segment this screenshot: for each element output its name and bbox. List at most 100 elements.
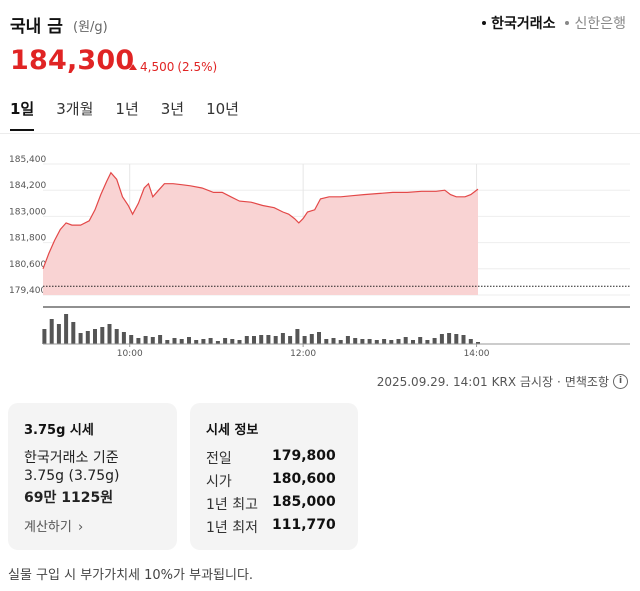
disclaimer-link[interactable]: 면책조항 bbox=[564, 375, 609, 389]
volume-bar bbox=[447, 333, 452, 344]
card-price-info: 시세 정보 전일 179,800 시가 180,600 1년 최고 185,00… bbox=[190, 403, 358, 550]
volume-bar bbox=[389, 340, 394, 344]
volume-bar bbox=[367, 339, 372, 344]
x-tick-label: 14:00 bbox=[464, 349, 490, 359]
source-tab-shinhan[interactable]: 신한은행 bbox=[565, 13, 626, 33]
volume-bar bbox=[345, 336, 350, 344]
info-value-52w-high: 185,000 bbox=[272, 494, 336, 510]
tab-10y[interactable]: 10년 bbox=[206, 100, 239, 118]
info-label-prev-close: 전일 bbox=[206, 451, 232, 467]
volume-bar bbox=[56, 324, 61, 344]
dot-icon bbox=[565, 21, 570, 25]
volume-bar bbox=[280, 333, 285, 344]
y-tick-label: 184,200 bbox=[9, 181, 46, 191]
volume-bar bbox=[136, 338, 141, 344]
period-tabs: 1일 3개월 1년 3년 10년 bbox=[10, 98, 239, 131]
volume-bar bbox=[288, 336, 293, 344]
price-unit: (원/g) bbox=[73, 20, 108, 35]
current-price: 184,300 bbox=[10, 45, 135, 76]
source-tabs: 한국거래소 신한은행 bbox=[482, 13, 626, 33]
volume-bar bbox=[309, 334, 314, 344]
volume-bar bbox=[266, 335, 271, 344]
separator-dot: · bbox=[557, 374, 561, 389]
page-title: 국내 금 bbox=[10, 17, 63, 37]
volume-bar bbox=[338, 340, 343, 344]
volume-bar bbox=[143, 336, 148, 344]
volume-bar bbox=[302, 336, 307, 344]
info-value-open: 180,600 bbox=[272, 471, 336, 487]
volume-bar bbox=[331, 338, 336, 344]
volume-bar bbox=[194, 340, 199, 344]
volume-bar bbox=[49, 319, 54, 344]
volume-bar bbox=[374, 340, 379, 344]
volume-bar bbox=[150, 337, 155, 344]
card-heading: 시세 정보 bbox=[206, 423, 259, 438]
volume-bar bbox=[425, 340, 430, 344]
tab-1y[interactable]: 1년 bbox=[115, 100, 139, 118]
volume-bar bbox=[93, 329, 97, 344]
price-line bbox=[42, 171, 479, 270]
card-amount: 69만 1125원 bbox=[24, 490, 114, 506]
volume-bar bbox=[42, 329, 47, 344]
source-tab-krx[interactable]: 한국거래소 bbox=[482, 13, 555, 33]
source-tab-label: 신한은행 bbox=[574, 16, 626, 32]
y-tick-label: 185,400 bbox=[9, 155, 46, 165]
card-heading: 3.75g 시세 bbox=[24, 423, 94, 438]
volume-bar bbox=[317, 332, 321, 344]
data-timestamp: 2025.09.29. 14:01 bbox=[376, 374, 488, 389]
volume-bar bbox=[107, 324, 112, 344]
volume-bar bbox=[244, 336, 249, 344]
info-icon[interactable]: i bbox=[613, 374, 628, 389]
market-name: KRX 금시장 bbox=[491, 375, 553, 389]
volume-bar bbox=[418, 337, 423, 344]
y-tick-label: 180,600 bbox=[9, 260, 46, 270]
volume-bar bbox=[201, 339, 206, 344]
volume-bar bbox=[461, 335, 466, 344]
price-chart[interactable]: 185,400 184,200 183,000 181,800 180,600 179,4… bbox=[0, 150, 640, 360]
volume-bar bbox=[324, 339, 329, 344]
volume-bar bbox=[230, 339, 235, 344]
calculate-label: 계산하기 bbox=[24, 520, 72, 535]
info-label-52w-low: 1년 최저 bbox=[206, 520, 258, 536]
source-tab-label: 한국거래소 bbox=[491, 16, 556, 32]
volume-bar bbox=[215, 341, 220, 344]
volume-bar bbox=[129, 335, 134, 344]
volume-bar bbox=[382, 339, 387, 344]
tab-3y[interactable]: 3년 bbox=[160, 100, 185, 118]
volume-bar bbox=[396, 339, 401, 344]
active-dot-icon bbox=[482, 21, 487, 25]
volume-bar bbox=[165, 340, 170, 344]
x-tick-label: 12:00 bbox=[290, 349, 316, 359]
volume-bar bbox=[172, 338, 177, 344]
volume-bar bbox=[237, 340, 242, 344]
info-value-prev-close: 179,800 bbox=[272, 448, 336, 464]
volume-bar bbox=[158, 335, 163, 344]
calculate-link[interactable]: 계산하기 › bbox=[24, 516, 83, 535]
volume-bar bbox=[439, 334, 444, 344]
volume-bar bbox=[179, 339, 184, 344]
y-tick-label: 183,000 bbox=[9, 207, 46, 217]
info-value-52w-low: 111,770 bbox=[272, 517, 336, 533]
volume-bar bbox=[100, 327, 105, 344]
tab-1d[interactable]: 1일 bbox=[10, 98, 35, 131]
y-tick-label: 179,400 bbox=[9, 286, 46, 296]
chevron-right-icon: › bbox=[77, 520, 84, 535]
volume-bar bbox=[468, 339, 473, 344]
volume-bar bbox=[411, 340, 415, 344]
volume-bar bbox=[403, 337, 408, 344]
y-tick-label: 181,800 bbox=[9, 234, 46, 244]
tab-divider bbox=[0, 133, 640, 134]
volume-bar bbox=[259, 335, 264, 344]
volume-bar bbox=[71, 322, 76, 344]
volume-bar bbox=[432, 338, 437, 344]
volume-bar bbox=[78, 333, 83, 344]
volume-bar bbox=[208, 338, 213, 344]
volume-bar bbox=[121, 332, 126, 344]
vat-footnote: 실물 구입 시 부가가치세 10%가 부과됩니다. bbox=[8, 568, 254, 583]
up-triangle-icon bbox=[129, 64, 137, 70]
tab-3m[interactable]: 3개월 bbox=[56, 100, 94, 118]
change-amount: 4,500 bbox=[140, 60, 175, 74]
x-tick-label: 10:00 bbox=[117, 349, 143, 359]
price-change: 4,500 (2.5%) bbox=[129, 60, 217, 74]
volume-bar bbox=[360, 339, 365, 344]
